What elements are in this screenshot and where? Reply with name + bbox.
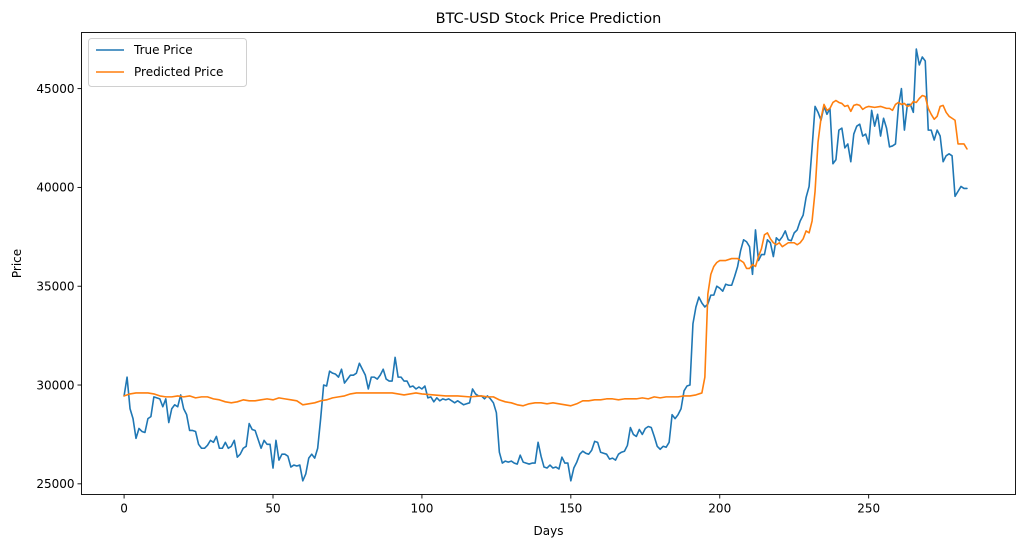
- plot-area: [123, 48, 968, 482]
- y-tick-label: 30000: [36, 378, 74, 392]
- series-line-predicted-price: [123, 94, 968, 407]
- plot-frame: [81, 32, 1016, 495]
- chart-title: BTC-USD Stock Price Prediction: [436, 11, 662, 27]
- y-tick-label: 35000: [36, 280, 74, 294]
- x-tick-label: 100: [410, 502, 433, 516]
- legend-label-predicted-price: Predicted Price: [134, 65, 223, 79]
- y-tick-label: 45000: [36, 82, 74, 96]
- x-tick-label: 50: [265, 502, 280, 516]
- x-axis-label: Days: [534, 524, 564, 538]
- x-tick-label: 150: [559, 502, 582, 516]
- legend: True Price Predicted Price: [88, 38, 247, 87]
- legend-label-true-price: True Price: [133, 43, 193, 57]
- x-tick-label: 0: [120, 502, 128, 516]
- series-line-true-price: [123, 48, 968, 482]
- y-tick-label: 40000: [36, 181, 74, 195]
- axis-ticks: 0 50 100 150 200 250 25000 30000 35000 40000 45000: [36, 82, 880, 516]
- x-tick-label: 250: [857, 502, 880, 516]
- x-tick-label: 200: [708, 502, 731, 516]
- legend-frame: [88, 38, 247, 87]
- y-tick-label: 25000: [36, 477, 74, 491]
- y-axis-label: Price: [10, 249, 24, 278]
